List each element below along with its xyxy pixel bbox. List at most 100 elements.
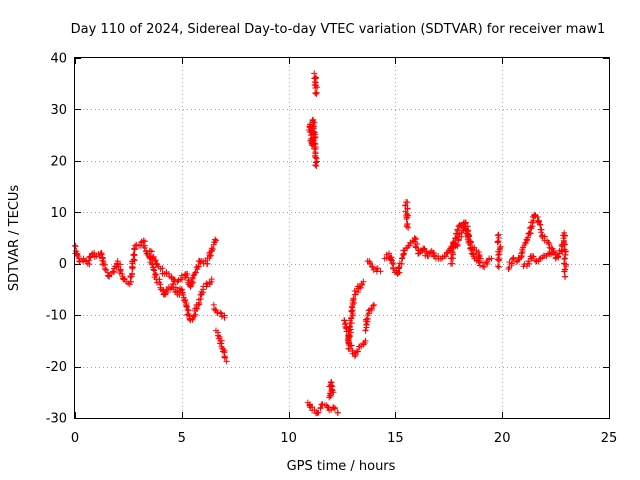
chart-title: Day 110 of 2024, Sidereal Day-to-day VTE… (71, 22, 606, 37)
data-point (328, 386, 335, 393)
data-point (218, 310, 225, 317)
data-point (221, 354, 228, 361)
data-point (185, 311, 192, 318)
x-tick-label: 10 (280, 431, 297, 446)
data-point (496, 257, 503, 264)
x-axis-label: GPS time / hours (287, 459, 396, 474)
data-point (192, 311, 199, 318)
data-point (403, 215, 410, 222)
data-point (562, 273, 569, 280)
data-point (562, 255, 569, 262)
data-point (212, 307, 219, 313)
data-point (536, 221, 543, 228)
data-point (209, 246, 216, 253)
data-point (360, 278, 367, 285)
data-point (390, 265, 397, 272)
data-point (463, 226, 470, 233)
data-point (415, 250, 422, 257)
data-point (312, 162, 319, 169)
data-point (524, 234, 531, 241)
data-point (530, 253, 537, 260)
data-point (558, 247, 565, 254)
data-point (167, 285, 174, 292)
data-point (197, 259, 204, 266)
data-point (344, 337, 351, 344)
data-point (115, 263, 122, 270)
data-point (371, 301, 378, 308)
data-point (368, 263, 375, 270)
data-point (315, 409, 322, 416)
data-point (399, 254, 406, 261)
data-point (149, 261, 156, 268)
data-point (475, 254, 482, 261)
data-point (313, 91, 320, 97)
data-point (131, 257, 138, 264)
data-point (355, 289, 362, 296)
data-point (374, 265, 381, 272)
data-point (449, 260, 456, 267)
data-point (449, 245, 456, 252)
data-point (216, 333, 223, 340)
data-point (151, 267, 158, 274)
data-point (192, 269, 199, 276)
data-point (190, 272, 197, 279)
data-point (183, 272, 190, 279)
y-tick-label: 40 (50, 52, 67, 67)
data-point (405, 224, 412, 231)
data-point (562, 248, 569, 255)
data-point (310, 130, 317, 137)
data-point (212, 236, 219, 243)
data-point (471, 244, 478, 251)
data-point (362, 337, 369, 344)
data-point (194, 305, 201, 312)
data-point (193, 305, 200, 312)
data-point (532, 257, 539, 264)
x-tick-label: 0 (71, 431, 79, 446)
data-point (526, 260, 533, 267)
data-point (150, 254, 157, 261)
data-point (495, 238, 502, 245)
data-point (357, 284, 364, 291)
y-tick-label: 10 (50, 206, 67, 221)
data-point (172, 284, 179, 291)
data-point (473, 250, 480, 257)
data-point (494, 238, 501, 245)
data-point (476, 251, 483, 258)
data-point (377, 268, 384, 275)
data-point (529, 253, 536, 259)
data-point (349, 297, 356, 304)
data-point (150, 266, 157, 273)
data-point (76, 258, 83, 265)
x-tick-label: 5 (178, 431, 186, 446)
data-point (442, 253, 449, 260)
data-point (334, 409, 341, 416)
data-point (91, 249, 98, 256)
data-point (369, 264, 376, 271)
data-point (396, 264, 403, 271)
data-point (412, 235, 419, 242)
y-tick-label: 0 (59, 257, 67, 272)
data-point (404, 220, 411, 227)
data-point (309, 123, 316, 130)
data-point (563, 263, 570, 270)
data-point (403, 223, 410, 230)
data-point (185, 276, 192, 283)
data-point (203, 280, 210, 287)
data-point (411, 235, 418, 241)
data-point (102, 266, 109, 273)
data-point (479, 263, 486, 270)
grid-lines (75, 58, 609, 418)
data-point (180, 291, 187, 298)
data-point (212, 237, 219, 244)
data-point (438, 255, 445, 262)
data-point (161, 291, 168, 298)
data-point (388, 257, 395, 264)
data-point (118, 271, 125, 277)
data-point (306, 402, 313, 409)
data-point (311, 140, 318, 147)
data-point (312, 154, 319, 161)
data-point (496, 251, 503, 258)
data-point (535, 218, 542, 225)
